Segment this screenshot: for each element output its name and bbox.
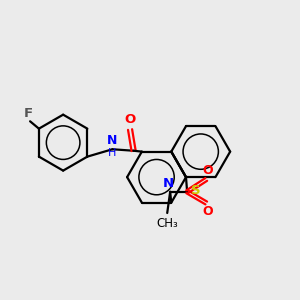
Text: O: O: [202, 164, 213, 177]
Text: S: S: [191, 184, 200, 197]
Text: H: H: [108, 148, 116, 158]
Text: N: N: [107, 134, 118, 147]
Text: CH₃: CH₃: [156, 217, 178, 230]
Text: N: N: [163, 177, 174, 190]
Text: O: O: [202, 205, 213, 218]
Text: F: F: [24, 107, 33, 120]
Text: O: O: [124, 113, 136, 126]
